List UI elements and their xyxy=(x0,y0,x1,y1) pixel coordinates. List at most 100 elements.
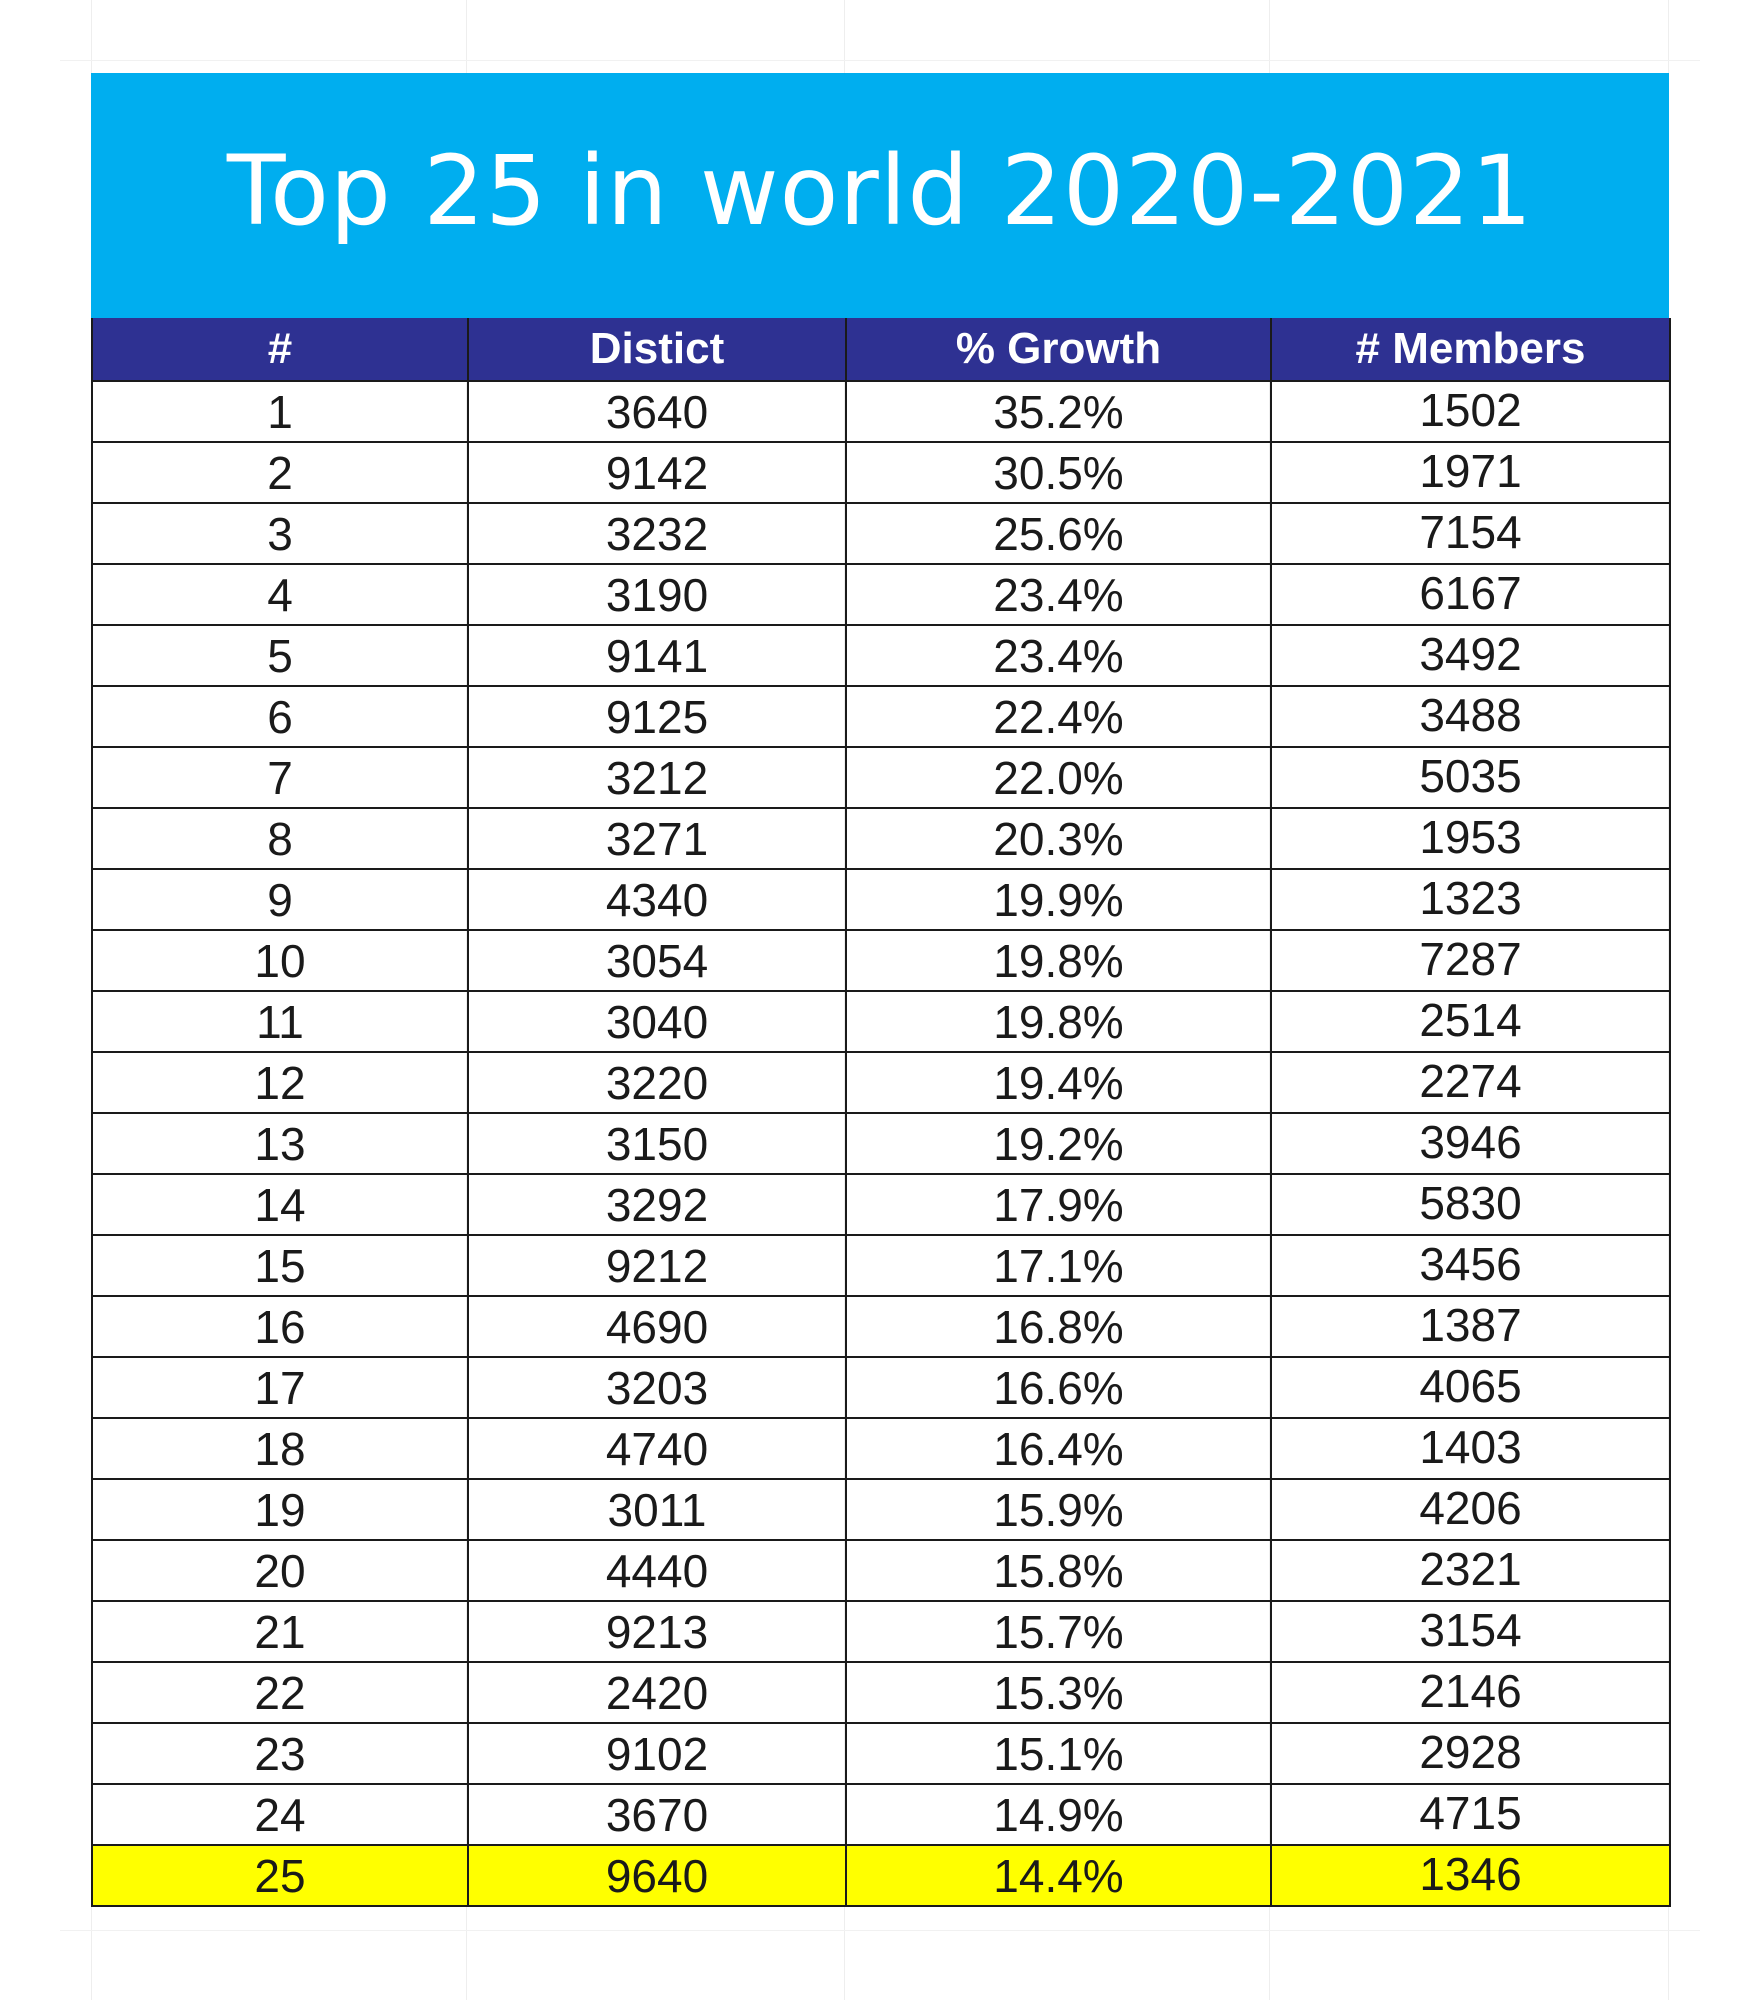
cell-growth[interactable]: 22.0% xyxy=(845,746,1272,809)
cell-rank[interactable]: 2 xyxy=(91,441,469,504)
table-row-highlighted[interactable]: 25 9640 14.4% 1346 xyxy=(91,1844,1671,1907)
cell-district[interactable]: 3150 xyxy=(467,1112,847,1175)
cell-rank[interactable]: 10 xyxy=(91,929,469,992)
cell-district[interactable]: 3190 xyxy=(467,563,847,626)
cell-members[interactable]: 5830 xyxy=(1270,1173,1671,1236)
cell-members[interactable]: 3154 xyxy=(1270,1600,1671,1663)
table-row[interactable]: 24 3670 14.9% 4715 xyxy=(91,1783,1671,1846)
cell-rank[interactable]: 25 xyxy=(91,1844,469,1907)
cell-growth[interactable]: 15.1% xyxy=(845,1722,1272,1785)
cell-rank[interactable]: 16 xyxy=(91,1295,469,1358)
table-row[interactable]: 16 4690 16.8% 1387 xyxy=(91,1295,1671,1358)
cell-rank[interactable]: 5 xyxy=(91,624,469,687)
cell-district[interactable]: 3670 xyxy=(467,1783,847,1846)
cell-district[interactable]: 9141 xyxy=(467,624,847,687)
cell-district[interactable]: 3271 xyxy=(467,807,847,870)
cell-growth[interactable]: 15.8% xyxy=(845,1539,1272,1602)
table-row[interactable]: 18 4740 16.4% 1403 xyxy=(91,1417,1671,1480)
cell-growth[interactable]: 19.8% xyxy=(845,990,1272,1053)
cell-growth[interactable]: 20.3% xyxy=(845,807,1272,870)
table-row[interactable]: 5 9141 23.4% 3492 xyxy=(91,624,1671,687)
cell-district[interactable]: 3640 xyxy=(467,380,847,443)
cell-members[interactable]: 6167 xyxy=(1270,563,1671,626)
cell-growth[interactable]: 23.4% xyxy=(845,624,1272,687)
cell-district[interactable]: 3011 xyxy=(467,1478,847,1541)
cell-members[interactable]: 4065 xyxy=(1270,1356,1671,1419)
cell-members[interactable]: 3456 xyxy=(1270,1234,1671,1297)
cell-rank[interactable]: 15 xyxy=(91,1234,469,1297)
cell-district[interactable]: 3220 xyxy=(467,1051,847,1114)
cell-district[interactable]: 9102 xyxy=(467,1722,847,1785)
cell-members[interactable]: 1323 xyxy=(1270,868,1671,931)
table-row[interactable]: 12 3220 19.4% 2274 xyxy=(91,1051,1671,1114)
cell-rank[interactable]: 18 xyxy=(91,1417,469,1480)
table-row[interactable]: 7 3212 22.0% 5035 xyxy=(91,746,1671,809)
cell-growth[interactable]: 16.8% xyxy=(845,1295,1272,1358)
cell-rank[interactable]: 13 xyxy=(91,1112,469,1175)
cell-growth[interactable]: 15.3% xyxy=(845,1661,1272,1724)
cell-district[interactable]: 9142 xyxy=(467,441,847,504)
cell-members[interactable]: 4715 xyxy=(1270,1783,1671,1846)
cell-district[interactable]: 4690 xyxy=(467,1295,847,1358)
table-row[interactable]: 11 3040 19.8% 2514 xyxy=(91,990,1671,1053)
cell-members[interactable]: 3488 xyxy=(1270,685,1671,748)
cell-growth[interactable]: 17.9% xyxy=(845,1173,1272,1236)
cell-district[interactable]: 2420 xyxy=(467,1661,847,1724)
table-row[interactable]: 9 4340 19.9% 1323 xyxy=(91,868,1671,931)
table-row[interactable]: 3 3232 25.6% 7154 xyxy=(91,502,1671,565)
cell-district[interactable]: 9125 xyxy=(467,685,847,748)
table-row[interactable]: 22 2420 15.3% 2146 xyxy=(91,1661,1671,1724)
cell-rank[interactable]: 12 xyxy=(91,1051,469,1114)
cell-members[interactable]: 2514 xyxy=(1270,990,1671,1053)
table-row[interactable]: 10 3054 19.8% 7287 xyxy=(91,929,1671,992)
table-row[interactable]: 20 4440 15.8% 2321 xyxy=(91,1539,1671,1602)
cell-district[interactable]: 4740 xyxy=(467,1417,847,1480)
cell-district[interactable]: 3292 xyxy=(467,1173,847,1236)
cell-rank[interactable]: 8 xyxy=(91,807,469,870)
cell-growth[interactable]: 14.4% xyxy=(845,1844,1272,1907)
cell-rank[interactable]: 19 xyxy=(91,1478,469,1541)
cell-growth[interactable]: 23.4% xyxy=(845,563,1272,626)
cell-members[interactable]: 3946 xyxy=(1270,1112,1671,1175)
cell-district[interactable]: 9640 xyxy=(467,1844,847,1907)
cell-members[interactable]: 1953 xyxy=(1270,807,1671,870)
cell-members[interactable]: 2321 xyxy=(1270,1539,1671,1602)
cell-members[interactable]: 1971 xyxy=(1270,441,1671,504)
cell-growth[interactable]: 15.7% xyxy=(845,1600,1272,1663)
cell-members[interactable]: 1502 xyxy=(1270,380,1671,443)
cell-rank[interactable]: 17 xyxy=(91,1356,469,1419)
cell-growth[interactable]: 30.5% xyxy=(845,441,1272,504)
cell-district[interactable]: 3040 xyxy=(467,990,847,1053)
cell-rank[interactable]: 11 xyxy=(91,990,469,1053)
table-row[interactable]: 2 9142 30.5% 1971 xyxy=(91,441,1671,504)
cell-growth[interactable]: 19.4% xyxy=(845,1051,1272,1114)
table-row[interactable]: 19 3011 15.9% 4206 xyxy=(91,1478,1671,1541)
cell-rank[interactable]: 3 xyxy=(91,502,469,565)
cell-members[interactable]: 2274 xyxy=(1270,1051,1671,1114)
cell-growth[interactable]: 25.6% xyxy=(845,502,1272,565)
cell-rank[interactable]: 7 xyxy=(91,746,469,809)
table-row[interactable]: 13 3150 19.2% 3946 xyxy=(91,1112,1671,1175)
cell-rank[interactable]: 14 xyxy=(91,1173,469,1236)
table-row[interactable]: 15 9212 17.1% 3456 xyxy=(91,1234,1671,1297)
cell-district[interactable]: 3054 xyxy=(467,929,847,992)
cell-rank[interactable]: 4 xyxy=(91,563,469,626)
cell-growth[interactable]: 19.9% xyxy=(845,868,1272,931)
cell-members[interactable]: 2146 xyxy=(1270,1661,1671,1724)
cell-members[interactable]: 1403 xyxy=(1270,1417,1671,1480)
cell-rank[interactable]: 20 xyxy=(91,1539,469,1602)
cell-members[interactable]: 3492 xyxy=(1270,624,1671,687)
cell-district[interactable]: 3203 xyxy=(467,1356,847,1419)
cell-members[interactable]: 2928 xyxy=(1270,1722,1671,1785)
cell-district[interactable]: 4440 xyxy=(467,1539,847,1602)
cell-rank[interactable]: 6 xyxy=(91,685,469,748)
cell-rank[interactable]: 21 xyxy=(91,1600,469,1663)
cell-growth[interactable]: 15.9% xyxy=(845,1478,1272,1541)
cell-rank[interactable]: 22 xyxy=(91,1661,469,1724)
cell-members[interactable]: 7287 xyxy=(1270,929,1671,992)
cell-district[interactable]: 9213 xyxy=(467,1600,847,1663)
table-row[interactable]: 4 3190 23.4% 6167 xyxy=(91,563,1671,626)
cell-rank[interactable]: 9 xyxy=(91,868,469,931)
cell-members[interactable]: 7154 xyxy=(1270,502,1671,565)
table-row[interactable]: 17 3203 16.6% 4065 xyxy=(91,1356,1671,1419)
